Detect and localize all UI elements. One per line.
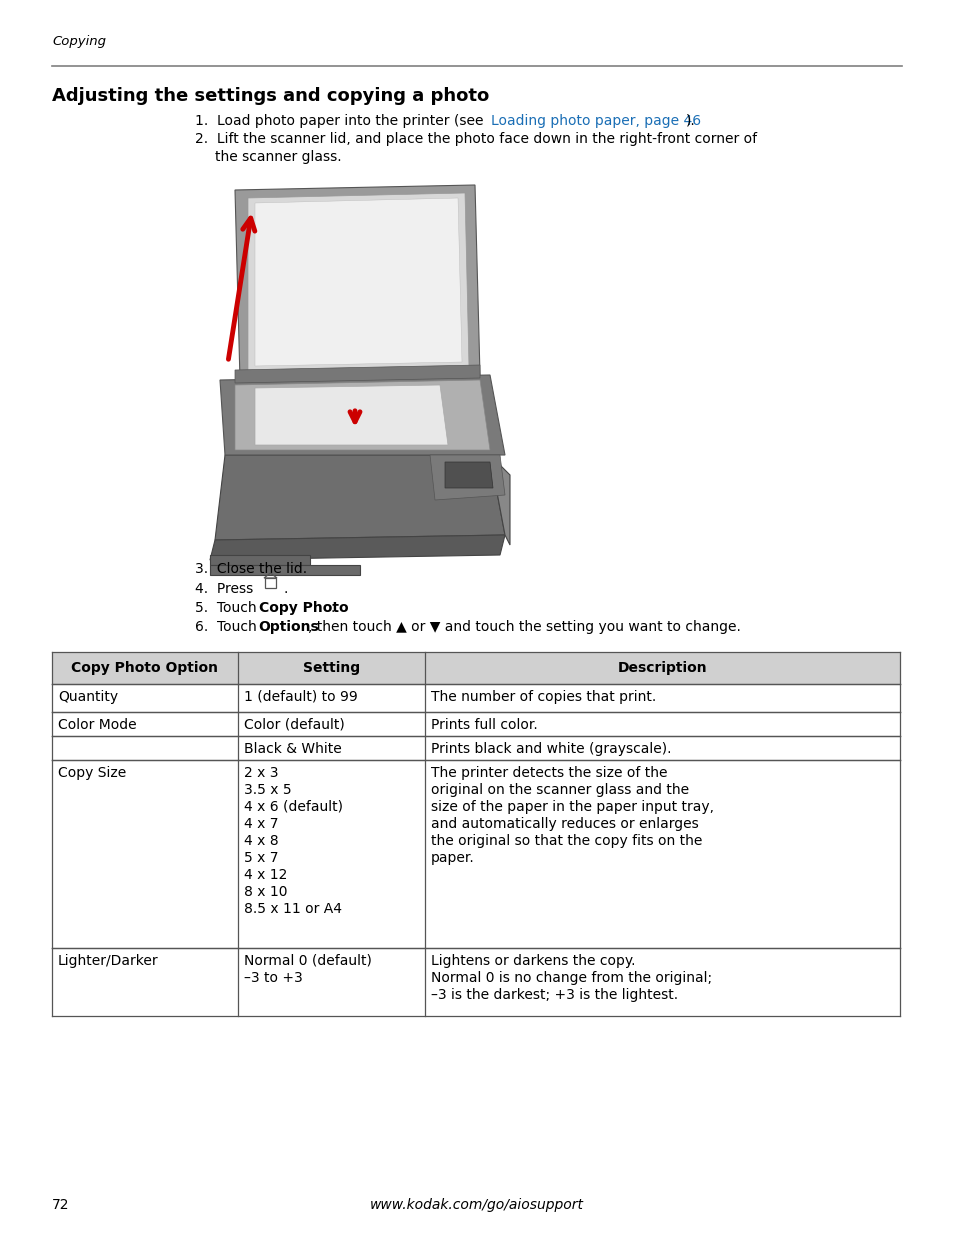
Polygon shape — [210, 564, 359, 576]
Text: –3 to +3: –3 to +3 — [244, 971, 302, 986]
Polygon shape — [234, 380, 490, 450]
Text: and automatically reduces or enlarges: and automatically reduces or enlarges — [431, 818, 698, 831]
Text: Normal 0 is no change from the original;: Normal 0 is no change from the original; — [431, 971, 711, 986]
Text: The number of copies that print.: The number of copies that print. — [431, 690, 656, 704]
Bar — [52, 760, 899, 948]
Text: original on the scanner glass and the: original on the scanner glass and the — [431, 783, 688, 797]
Text: paper.: paper. — [431, 851, 475, 864]
Polygon shape — [214, 454, 504, 540]
Text: 4 x 7: 4 x 7 — [244, 818, 278, 831]
Text: 4 x 6 (default): 4 x 6 (default) — [244, 800, 343, 814]
Text: Black & White: Black & White — [244, 742, 341, 756]
Text: 6.  Touch: 6. Touch — [194, 620, 261, 634]
Polygon shape — [220, 375, 504, 454]
Polygon shape — [234, 185, 479, 380]
Text: The printer detects the size of the: The printer detects the size of the — [431, 766, 667, 781]
Text: 8 x 10: 8 x 10 — [244, 885, 287, 899]
Text: Quantity: Quantity — [58, 690, 118, 704]
Text: Description: Description — [617, 661, 706, 676]
Bar — [52, 948, 899, 1016]
Text: 8.5 x 11 or A4: 8.5 x 11 or A4 — [244, 902, 341, 916]
Text: size of the paper in the paper input tray,: size of the paper in the paper input tra… — [431, 800, 713, 814]
Text: Copy Photo: Copy Photo — [258, 601, 348, 615]
Text: Color (default): Color (default) — [244, 718, 344, 732]
Text: 4 x 8: 4 x 8 — [244, 834, 278, 848]
Text: ).: ). — [685, 114, 695, 128]
Text: Prints full color.: Prints full color. — [431, 718, 537, 732]
Bar — [52, 713, 899, 736]
Text: Options: Options — [257, 620, 318, 634]
Text: 4.  Press: 4. Press — [194, 582, 253, 597]
Bar — [52, 736, 899, 760]
Text: –3 is the darkest; +3 is the lightest.: –3 is the darkest; +3 is the lightest. — [431, 988, 678, 1002]
Text: the original so that the copy fits on the: the original so that the copy fits on th… — [431, 834, 701, 848]
Text: Normal 0 (default): Normal 0 (default) — [244, 953, 372, 968]
Polygon shape — [248, 193, 469, 372]
Text: 3.5 x 5: 3.5 x 5 — [244, 783, 292, 797]
Text: 4 x 12: 4 x 12 — [244, 868, 287, 882]
Text: Lighter/Darker: Lighter/Darker — [58, 953, 158, 968]
Text: , then touch ▲ or ▼ and touch the setting you want to change.: , then touch ▲ or ▼ and touch the settin… — [308, 620, 740, 634]
Text: Adjusting the settings and copying a photo: Adjusting the settings and copying a pho… — [52, 86, 489, 105]
Bar — [52, 684, 899, 713]
Polygon shape — [234, 366, 479, 383]
Text: 5 x 7: 5 x 7 — [244, 851, 278, 864]
Polygon shape — [490, 454, 510, 545]
Text: Copy Size: Copy Size — [58, 766, 126, 781]
Text: 2 x 3: 2 x 3 — [244, 766, 278, 781]
Polygon shape — [210, 555, 310, 564]
Polygon shape — [444, 462, 493, 488]
Text: 72: 72 — [52, 1198, 70, 1212]
Polygon shape — [210, 535, 504, 559]
Polygon shape — [254, 385, 448, 445]
Text: the scanner glass.: the scanner glass. — [214, 149, 341, 164]
Text: Copy Photo Option: Copy Photo Option — [71, 661, 218, 676]
Text: Copying: Copying — [52, 35, 106, 48]
Text: .: . — [284, 582, 288, 597]
Text: Prints black and white (grayscale).: Prints black and white (grayscale). — [431, 742, 671, 756]
Text: 2.  Lift the scanner lid, and place the photo face down in the right-front corne: 2. Lift the scanner lid, and place the p… — [194, 132, 757, 146]
Text: Color Mode: Color Mode — [58, 718, 136, 732]
Bar — [52, 652, 899, 684]
Bar — [265, 578, 275, 588]
Text: Lightens or darkens the copy.: Lightens or darkens the copy. — [431, 953, 635, 968]
Text: Loading photo paper, page 46: Loading photo paper, page 46 — [491, 114, 700, 128]
Text: Setting: Setting — [303, 661, 359, 676]
Polygon shape — [430, 454, 504, 500]
Text: 3.  Close the lid.: 3. Close the lid. — [194, 562, 307, 576]
Text: 1 (default) to 99: 1 (default) to 99 — [244, 690, 357, 704]
Text: www.kodak.com/go/aiosupport: www.kodak.com/go/aiosupport — [370, 1198, 583, 1212]
Text: 5.  Touch: 5. Touch — [194, 601, 261, 615]
Polygon shape — [254, 198, 461, 366]
Text: 1.  Load photo paper into the printer (see: 1. Load photo paper into the printer (se… — [194, 114, 487, 128]
Text: .: . — [331, 601, 335, 615]
